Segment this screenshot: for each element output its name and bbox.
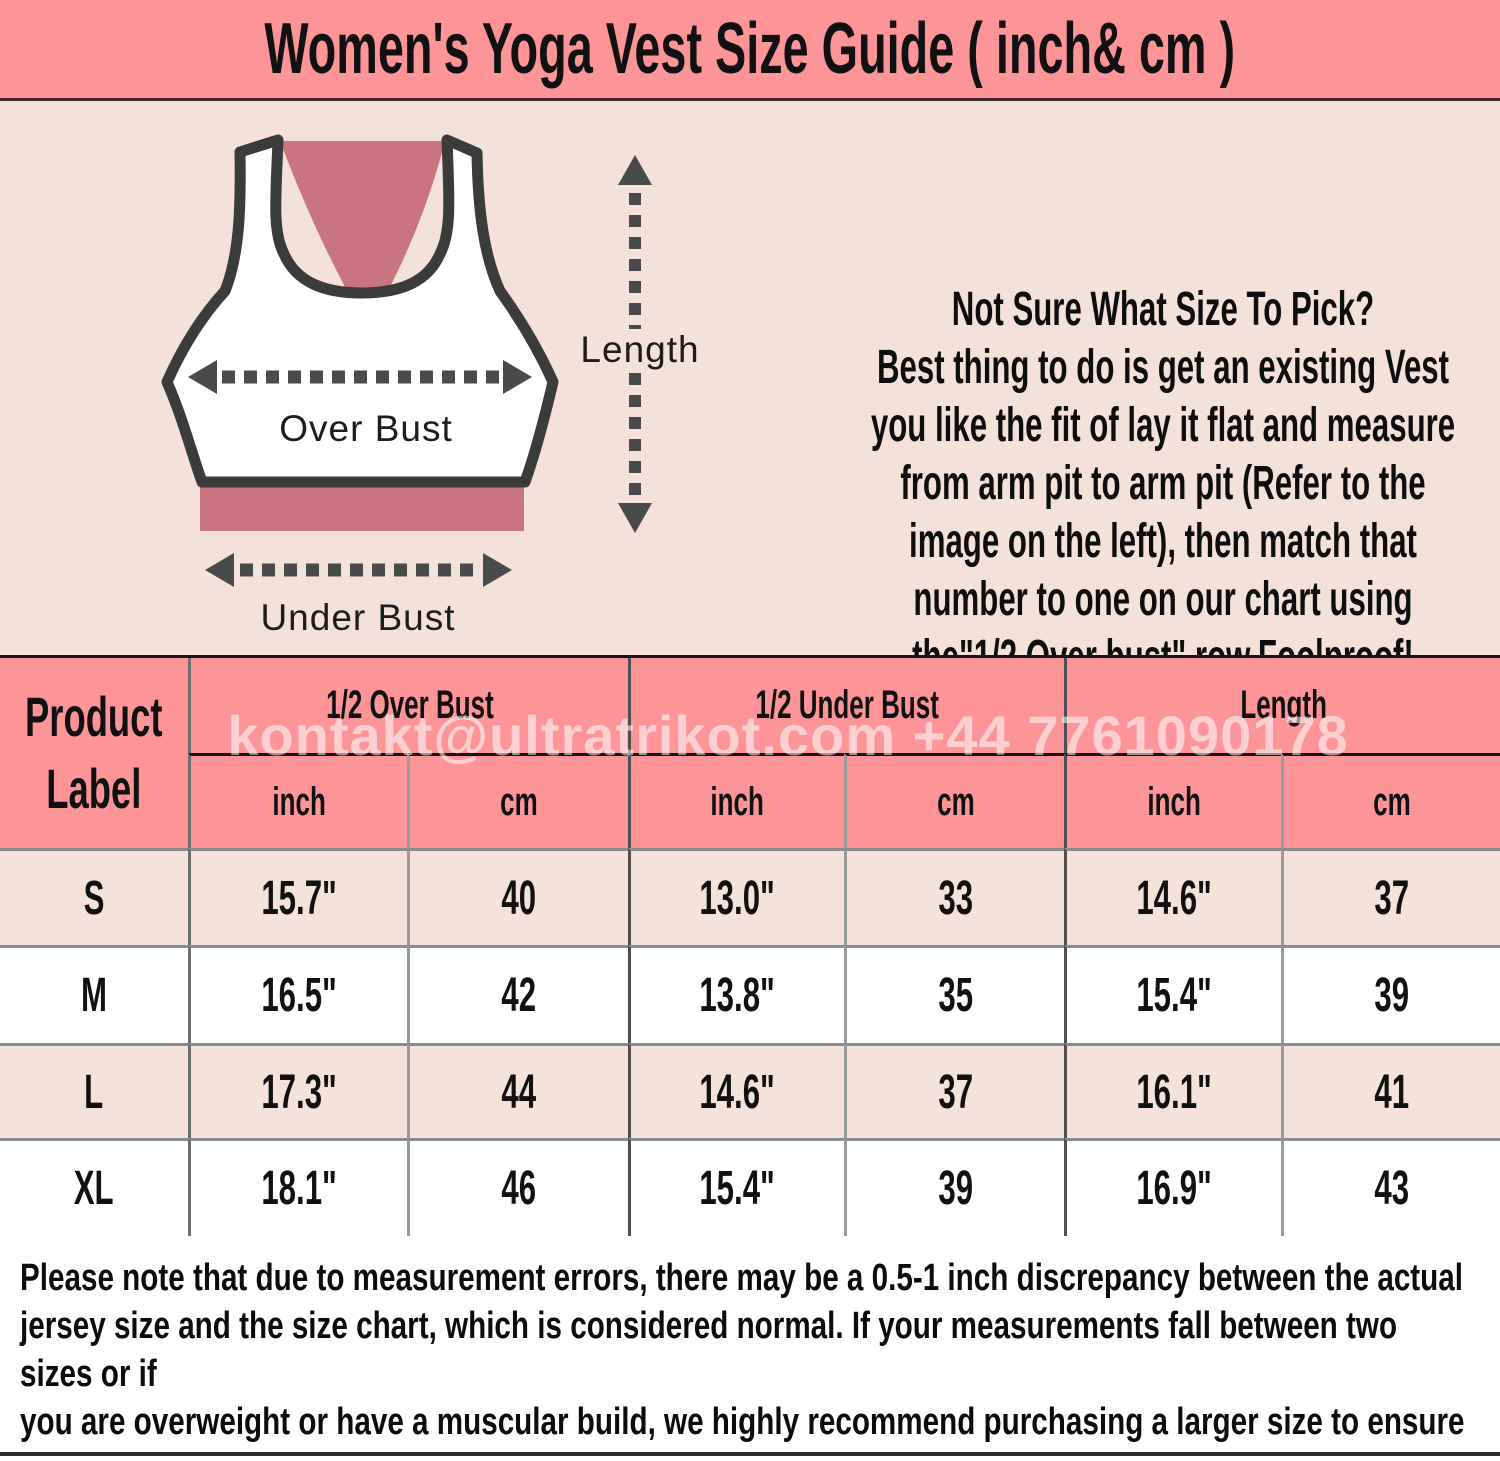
- under-bust-arrow: [205, 553, 512, 587]
- vest-band-shape: [200, 485, 524, 531]
- size-cell: 41: [1281, 1043, 1500, 1138]
- size-cell: 42: [407, 945, 628, 1043]
- size-cell: 16.1": [1064, 1043, 1281, 1138]
- size-cell: 18.1": [188, 1138, 407, 1236]
- over-bust-arrow: [188, 360, 532, 394]
- size-cell: 15.4": [1064, 945, 1281, 1043]
- size-cell: 39: [844, 1138, 1064, 1236]
- unit-header-cm: cm: [407, 753, 628, 848]
- size-cell: 40: [407, 848, 628, 945]
- footer-section: Please note that due to measurement erro…: [0, 1236, 1500, 1461]
- size-cell: 17.3": [188, 1043, 407, 1138]
- footer-note: Please note that due to measurement erro…: [20, 1257, 1465, 1461]
- size-cell: 16.5": [188, 945, 407, 1043]
- size-cell: 37: [844, 1043, 1064, 1138]
- size-cell: 35: [844, 945, 1064, 1043]
- page-title: Women's Yoga Vest Size Guide ( inch& cm …: [264, 9, 1236, 89]
- group-header-under-bust: 1/2 Under Bust: [628, 658, 1064, 753]
- size-advice-text: Not Sure What Size To Pick? Best thing t…: [870, 283, 1456, 684]
- size-cell: 15.4": [628, 1138, 844, 1236]
- size-cell: 43: [1281, 1138, 1500, 1236]
- racerback-shape: [280, 141, 445, 303]
- size-row-label: S: [0, 848, 188, 945]
- size-cell: 14.6": [1064, 848, 1281, 945]
- size-cell: 14.6": [628, 1043, 844, 1138]
- group-header-length: Length: [1064, 658, 1500, 753]
- size-row-label: M: [0, 945, 188, 1043]
- length-arrow: [618, 155, 652, 533]
- unit-header-cm: cm: [844, 753, 1064, 848]
- vest-front-shape: [161, 134, 559, 488]
- size-cell: 13.0": [628, 848, 844, 945]
- size-cell: 15.7": [188, 848, 407, 945]
- corner-product-label: Product Label: [0, 658, 188, 848]
- size-cell: 13.8": [628, 945, 844, 1043]
- size-row-label: L: [0, 1043, 188, 1138]
- under-bust-label: Under Bust: [260, 597, 456, 638]
- unit-header-inch: inch: [188, 753, 407, 848]
- bottom-rule: [0, 1452, 1500, 1456]
- watermark-text: kontakt@ultratrikot.com +44 7761090178: [227, 704, 1349, 767]
- size-cell: 16.9": [1064, 1138, 1281, 1236]
- size-cell: 37: [1281, 848, 1500, 945]
- size-cell: 33: [844, 848, 1064, 945]
- over-bust-label: Over Bust: [279, 408, 453, 449]
- diagram-section: Over Bust Under Bust Length Not Sure Wha…: [0, 101, 1500, 684]
- unit-header-cm: cm: [1281, 753, 1500, 848]
- group-header-over-bust: 1/2 Over Bust: [188, 658, 628, 753]
- unit-header-inch: inch: [628, 753, 844, 848]
- size-cell: 44: [407, 1043, 628, 1138]
- size-cell: 46: [407, 1138, 628, 1236]
- size-row-label: XL: [0, 1138, 188, 1236]
- vest-illustration-svg: [161, 134, 652, 587]
- length-label: Length: [580, 329, 700, 370]
- unit-header-inch: inch: [1064, 753, 1281, 848]
- title-bar: Women's Yoga Vest Size Guide ( inch& cm …: [0, 0, 1500, 101]
- size-cell: 39: [1281, 945, 1500, 1043]
- size-table: Product Label 1/2 Over Bust 1/2 Under Bu…: [0, 655, 1500, 1239]
